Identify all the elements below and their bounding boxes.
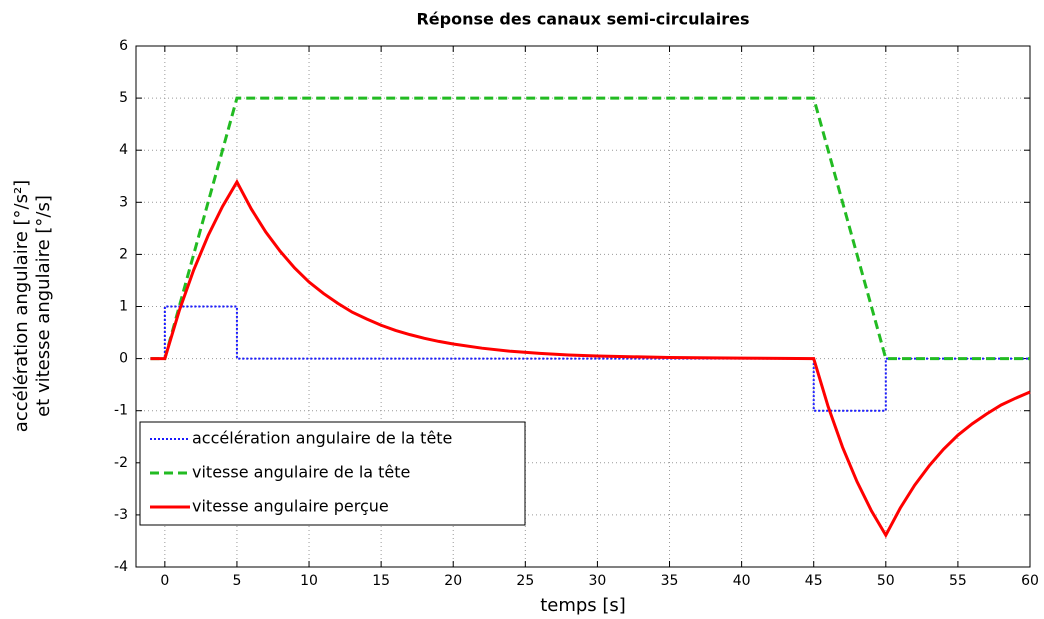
x-tick-label: 30	[589, 573, 607, 589]
data-line	[150, 305, 1030, 412]
data-line	[150, 96, 1030, 361]
x-tick-label: 40	[733, 573, 751, 589]
legend-label: vitesse angulaire perçue	[192, 497, 389, 516]
y-tick-label: 1	[119, 299, 128, 315]
y-tick-label: 2	[119, 246, 128, 262]
legend-label: accélération angulaire de la tête	[192, 429, 452, 448]
legend-label: vitesse angulaire de la tête	[192, 463, 410, 482]
data-line	[150, 178, 1031, 539]
x-tick-label: 25	[516, 573, 534, 589]
x-tick-label: 15	[372, 573, 390, 589]
plot-frame	[135, 45, 1031, 568]
y-tick-label: 5	[119, 90, 128, 106]
y-tick-label: 4	[119, 142, 128, 158]
x-tick-label: 10	[300, 573, 318, 589]
x-tick-label: 0	[160, 573, 169, 589]
y-tick-label: -4	[114, 559, 128, 575]
x-tick-label: 45	[805, 573, 823, 589]
x-tick-label: 55	[949, 573, 967, 589]
legend-box	[139, 421, 526, 526]
x-axis-label: temps [s]	[540, 595, 626, 616]
x-tick-label: 60	[1021, 573, 1039, 589]
y-tick-label: 0	[119, 351, 128, 367]
x-tick-label: 20	[444, 573, 462, 589]
y-tick-label: -3	[114, 507, 128, 523]
y-axis-label: accélération angulaire [°/s²]	[11, 180, 32, 432]
y-tick-label: -1	[114, 403, 128, 419]
x-tick-label: 5	[232, 573, 241, 589]
x-tick-label: 50	[877, 573, 895, 589]
y-tick-label: -2	[114, 455, 128, 471]
y-tick-label: 3	[119, 194, 128, 210]
chart-title: Réponse des canaux semi-circulaires	[416, 10, 749, 29]
y-axis-label: et vitesse angulaire [°/s]	[33, 195, 54, 417]
y-tick-label: 6	[119, 38, 128, 54]
x-tick-label: 35	[661, 573, 679, 589]
